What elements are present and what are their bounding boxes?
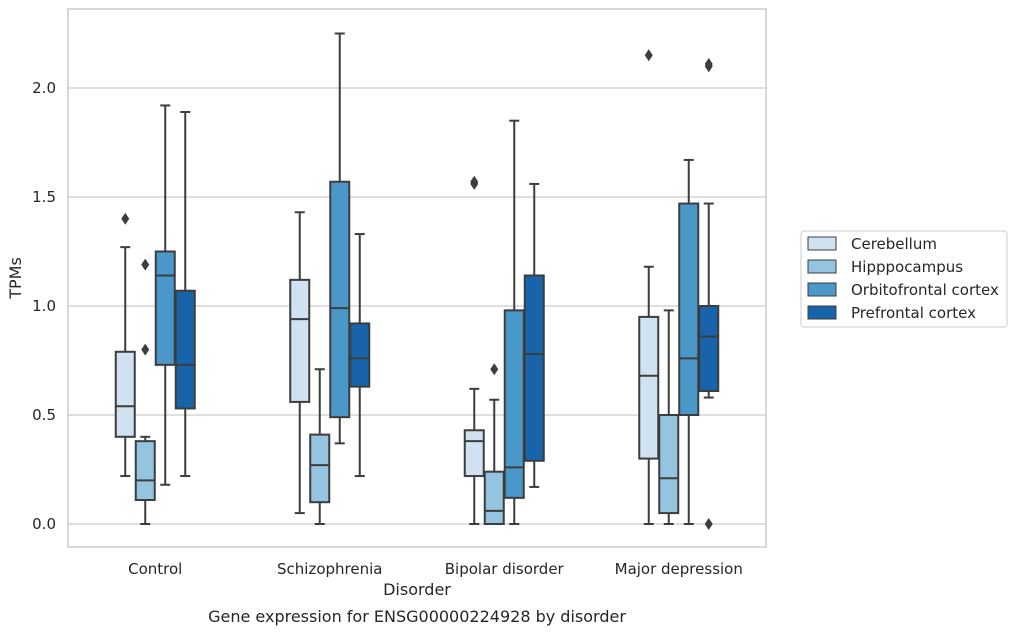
x-axis-label: Disorder — [383, 580, 451, 599]
box-group-major-depression — [638, 49, 720, 530]
legend: Cerebellum Hipppocampus Orbitofrontal cort… — [800, 230, 1008, 328]
box-prefrontal-cortex — [698, 58, 720, 530]
legend-swatch — [807, 282, 837, 297]
iqr-box — [503, 309, 525, 499]
outlier-point — [141, 258, 150, 271]
iqr-box — [154, 250, 176, 366]
y-tick-label: 1.5 — [32, 188, 56, 206]
iqr-box — [638, 315, 660, 460]
outlier-point — [704, 518, 713, 530]
y-tick-label: 0.0 — [32, 515, 56, 533]
x-axis-ticks: Control Schizophrenia Bipolar disorder Majo… — [128, 560, 743, 578]
outlier-point — [644, 49, 653, 62]
legend-swatch — [807, 236, 837, 251]
box-orbitofrontal-cortex — [503, 119, 525, 525]
legend-swatch — [807, 259, 837, 274]
legend-label: Prefrontal cortex — [851, 304, 976, 322]
y-axis-label: TPMs — [6, 257, 25, 300]
box-cerebellum — [289, 211, 311, 515]
box-groups — [114, 32, 720, 530]
box-cerebellum — [463, 175, 485, 525]
box-hipppocampus — [309, 368, 331, 525]
iqr-box — [329, 180, 351, 419]
outlier-point — [704, 58, 713, 71]
legend-label: Cerebellum — [851, 235, 937, 253]
box-orbitofrontal-cortex — [329, 32, 351, 445]
box-orbitofrontal-cortex — [678, 158, 700, 525]
box-group-bipolar-disorder — [463, 119, 545, 525]
legend-label: Orbitofrontal cortex — [851, 281, 999, 299]
legend-label: Hipppocampus — [851, 258, 963, 276]
box-hipppocampus — [134, 258, 156, 525]
iqr-box — [523, 274, 545, 462]
iqr-box — [174, 289, 196, 410]
y-tick-label: 0.5 — [32, 406, 56, 424]
iqr-box — [349, 322, 371, 388]
x-tick-label: Bipolar disorder — [445, 560, 565, 578]
iqr-box — [114, 350, 136, 438]
box-prefrontal-cortex — [523, 182, 545, 488]
x-tick-label: Schizophrenia — [277, 560, 382, 578]
outlier-point — [490, 363, 499, 376]
box-cerebellum — [114, 212, 136, 478]
iqr-box — [134, 440, 156, 502]
iqr-box — [678, 202, 700, 416]
outlier-point — [470, 175, 479, 188]
iqr-box — [463, 429, 485, 478]
box-group-schizophrenia — [289, 32, 371, 525]
y-tick-label: 1.0 — [32, 297, 56, 315]
iqr-box — [698, 305, 720, 393]
legend-frame — [800, 230, 1008, 328]
iqr-box — [309, 433, 331, 504]
legend-swatch — [807, 305, 837, 320]
iqr-box — [289, 278, 311, 403]
iqr-box — [483, 470, 505, 525]
x-tick-label: Major depression — [615, 560, 743, 578]
box-prefrontal-cortex — [349, 233, 371, 478]
outlier-point — [121, 212, 130, 225]
box-orbitofrontal-cortex — [154, 104, 176, 486]
outlier-point — [141, 343, 150, 356]
chart-caption: Gene expression for ENSG00000224928 by d… — [208, 607, 626, 626]
box-group-control — [114, 104, 196, 525]
box-prefrontal-cortex — [174, 110, 196, 478]
y-tick-label: 2.0 — [32, 79, 56, 97]
x-tick-label: Control — [128, 560, 182, 578]
box-hipppocampus — [658, 309, 680, 525]
iqr-box — [658, 414, 680, 515]
y-axis-ticks: 0.0 0.5 1.0 1.5 2.0 — [32, 79, 56, 533]
box-hipppocampus — [483, 363, 505, 525]
plot-frame — [67, 8, 767, 548]
box-cerebellum — [638, 49, 660, 525]
